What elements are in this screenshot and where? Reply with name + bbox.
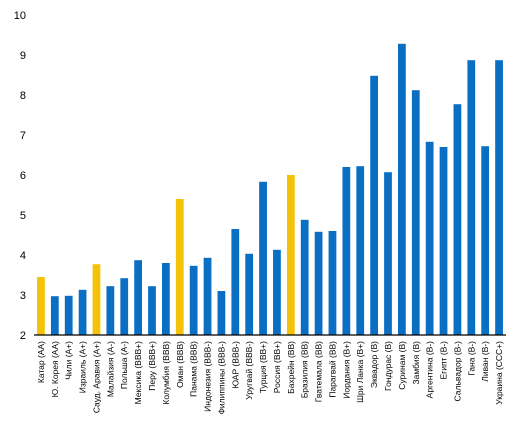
bar-23 [356, 166, 365, 335]
x-axis-tick-labels: Катар (AA) Ю. Корея (AA) Чили (A+) Израиль … [36, 341, 504, 415]
x-tick-label: Россия (BB+) [272, 341, 282, 393]
x-tick-label: Мексика (BBB+) [133, 341, 143, 405]
bar-3 [78, 289, 87, 335]
y-tick-label: 3 [20, 290, 26, 302]
bar-18 [286, 175, 295, 335]
bar-14 [231, 229, 240, 335]
bar-10 [175, 199, 184, 335]
bar-31 [467, 60, 476, 335]
y-tick-label: 10 [14, 10, 26, 22]
bar-4 [92, 264, 101, 335]
bar-26 [398, 43, 406, 336]
x-tick-label: Гондурас (B) [383, 341, 393, 391]
y-axis-tick-labels: 2 3 4 5 6 7 8 9 10 [14, 10, 26, 342]
bar-11 [189, 265, 198, 335]
x-tick-label: Парагвай (BB) [327, 341, 337, 398]
bar-13 [217, 291, 226, 335]
x-tick-label: Уругвай (BBB-) [244, 341, 254, 400]
bar-25 [384, 172, 392, 335]
bar-0 [37, 277, 45, 335]
bar-15 [245, 253, 254, 335]
x-tick-label: Оман (BBB) [175, 341, 185, 388]
x-tick-label: Турция (BB+) [258, 341, 268, 393]
bar-27 [411, 90, 420, 335]
bar-19 [300, 219, 309, 335]
bars [37, 43, 503, 336]
x-tick-label: Шри Ланка (B+) [355, 341, 365, 403]
x-tick-label: Сауд. Аравия (A+) [91, 341, 101, 413]
x-tick-label: Иордания (B+) [341, 341, 351, 399]
y-tick-label: 2 [20, 330, 26, 342]
bar-16 [259, 181, 267, 335]
bar-29 [439, 147, 448, 335]
x-tick-label: Замбия (B) [411, 341, 421, 385]
x-tick-label: Египт (B-) [439, 341, 449, 380]
bar-21 [328, 231, 337, 335]
x-tick-label: Эквадор (B) [369, 341, 379, 388]
bar-24 [370, 75, 378, 336]
y-tick-label: 9 [20, 50, 26, 62]
bar-30 [453, 104, 462, 335]
x-tick-label: Колумбия (BBB) [161, 341, 171, 405]
bar-5 [106, 286, 115, 335]
bar-17 [273, 249, 281, 335]
bar-2 [64, 295, 73, 335]
x-tick-label: Гана (B-) [466, 341, 476, 376]
x-tick-label: Катар (AA) [36, 341, 46, 383]
y-tick-label: 8 [20, 90, 26, 102]
bar-1 [50, 296, 59, 335]
bar-33 [495, 60, 503, 335]
bar-9 [162, 263, 170, 335]
bar-22 [342, 167, 351, 335]
bar-20 [314, 231, 323, 335]
x-tick-label: Ю. Корея (AA) [50, 341, 60, 398]
x-tick-label: ЮАР (BBB-) [230, 341, 240, 389]
x-tick-label: Аргентина (B-) [425, 341, 435, 398]
y-tick-label: 7 [20, 130, 26, 142]
x-tick-label: Чили (A+) [64, 341, 74, 380]
x-tick-label: Бахрейн (BB) [286, 341, 296, 394]
x-tick-label: Бразилия (BB) [300, 341, 310, 398]
x-tick-label: Украина (CCC+) [494, 341, 504, 405]
x-tick-label: Малайзия (A-) [105, 341, 115, 397]
y-tick-label: 6 [20, 170, 26, 182]
bar-28 [425, 141, 434, 335]
x-tick-label: Израиль (A+) [78, 341, 88, 393]
x-tick-label: Перу (BBB+) [147, 341, 157, 391]
y-tick-label: 5 [20, 210, 26, 222]
x-tick-label: Индонезия (BBB-) [203, 341, 213, 412]
x-tick-label: Ливан (B-) [480, 341, 490, 382]
y-tick-label: 4 [20, 250, 26, 262]
bar-32 [481, 146, 490, 335]
x-tick-label: Гватемала (BB) [314, 341, 324, 402]
x-tick-label: Сальвадор (B-) [452, 341, 462, 402]
x-tick-label: Суринам (B) [397, 341, 407, 390]
x-tick-label: Филиппины (BBB-) [216, 341, 226, 415]
bar-8 [148, 286, 156, 335]
bar-12 [203, 257, 212, 335]
bar-7 [134, 260, 142, 335]
x-tick-label: Польша (A-) [119, 341, 129, 389]
bar-6 [120, 278, 129, 335]
x-tick-label: Панама (BBB) [189, 341, 199, 397]
